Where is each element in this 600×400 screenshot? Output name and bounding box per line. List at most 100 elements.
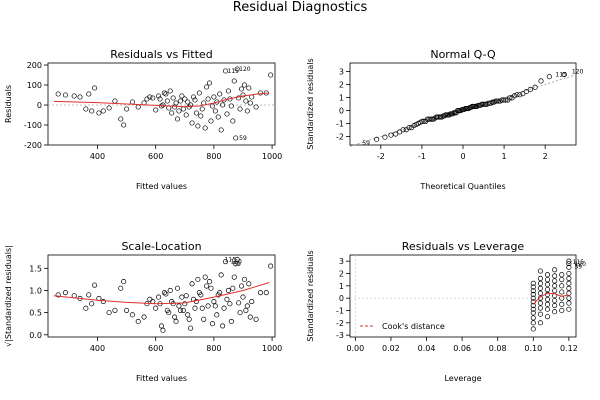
data-point <box>474 103 480 109</box>
data-point <box>83 305 89 311</box>
data-point <box>202 125 208 131</box>
data-point <box>218 272 224 278</box>
y-tick-label: -2 <box>336 133 344 142</box>
x-tick-label: 0 <box>460 152 465 161</box>
data-point <box>243 98 249 104</box>
data-point <box>121 122 127 128</box>
data-point <box>224 111 230 117</box>
y-axis-label: Standardized residuals <box>306 58 315 149</box>
data-point <box>217 290 223 296</box>
data-point <box>158 323 165 329</box>
data-point <box>566 264 572 270</box>
data-point <box>234 256 240 262</box>
data-point <box>188 102 194 108</box>
data-point <box>559 307 565 314</box>
x-tick-label: 0.00 <box>346 344 364 353</box>
data-point <box>247 100 253 106</box>
y-axis-label: √|Standardized residuals| <box>4 245 13 347</box>
data-point <box>112 307 118 313</box>
y-tick-label: 1.5 <box>29 264 42 273</box>
y-tick-label: -3 <box>336 331 344 340</box>
data-point <box>182 301 188 307</box>
data-point <box>559 277 565 283</box>
y-tick-label: 2 <box>339 269 344 278</box>
data-point <box>177 307 183 313</box>
data-point <box>268 72 274 78</box>
point-label: 120 <box>572 68 584 75</box>
data-point <box>419 118 425 124</box>
data-point <box>62 92 69 98</box>
x-tick-label: 0.06 <box>453 344 471 353</box>
data-point <box>236 300 242 306</box>
data-point <box>96 110 102 116</box>
data-point <box>230 118 236 124</box>
data-point <box>156 294 162 300</box>
data-point <box>503 97 509 103</box>
data-point <box>374 136 380 142</box>
data-point <box>247 314 253 320</box>
smoother-line <box>53 92 270 108</box>
data-point <box>544 314 551 320</box>
plot-frame <box>349 254 577 338</box>
qq-reference-line <box>349 74 577 147</box>
x-tick-label: 0.04 <box>418 344 436 353</box>
data-point <box>537 311 543 317</box>
data-point <box>257 290 263 296</box>
data-point <box>124 106 130 112</box>
x-axis-label: Theoretical Quantiles <box>419 182 505 191</box>
y-tick-label: 200 <box>27 61 42 70</box>
point-label: 115 <box>228 68 240 75</box>
data-point <box>537 268 543 274</box>
point-label: 120 <box>574 261 586 268</box>
data-point <box>204 84 210 90</box>
data-point <box>204 283 210 289</box>
data-point <box>169 110 175 116</box>
data-point <box>225 88 231 94</box>
data-point <box>118 285 124 291</box>
data-point <box>236 95 242 101</box>
data-point <box>511 93 517 99</box>
data-point <box>253 104 259 110</box>
point-label: 59 <box>239 135 247 142</box>
data-point <box>211 298 217 305</box>
data-point <box>559 289 565 295</box>
data-point <box>552 288 558 294</box>
data-point <box>86 91 92 97</box>
data-point <box>160 327 166 333</box>
y-tick-label: 3 <box>339 257 344 266</box>
data-point <box>161 290 167 296</box>
data-point <box>566 275 572 281</box>
data-point <box>546 74 552 80</box>
data-point <box>532 84 538 90</box>
x-tick-label: 2 <box>543 152 548 161</box>
plot-frame <box>47 254 276 338</box>
data-point <box>237 106 243 112</box>
point-label: 120 <box>239 66 251 73</box>
data-point <box>129 312 135 318</box>
data-point <box>429 116 435 122</box>
x-tick-label: 0.10 <box>524 344 542 353</box>
smoother-line <box>532 292 569 305</box>
data-point <box>537 280 543 286</box>
data-point <box>488 100 494 106</box>
data-point <box>176 303 182 309</box>
data-points <box>530 258 572 332</box>
x-tick-label: 1000 <box>262 344 282 353</box>
data-point <box>441 113 447 119</box>
data-point <box>214 312 220 318</box>
data-point <box>174 116 181 122</box>
data-point <box>179 93 185 99</box>
data-point <box>514 92 520 98</box>
data-point <box>201 316 207 322</box>
legend-label: Cook's distance <box>382 322 445 331</box>
data-point <box>544 301 551 307</box>
data-point <box>530 306 536 312</box>
x-tick-label: 1 <box>502 152 507 161</box>
data-point <box>106 105 112 111</box>
data-point <box>202 274 208 280</box>
data-point <box>182 96 188 102</box>
data-point <box>163 91 169 97</box>
data-point <box>100 108 106 114</box>
y-tick-label: 0.5 <box>29 309 42 318</box>
data-point <box>494 98 500 104</box>
